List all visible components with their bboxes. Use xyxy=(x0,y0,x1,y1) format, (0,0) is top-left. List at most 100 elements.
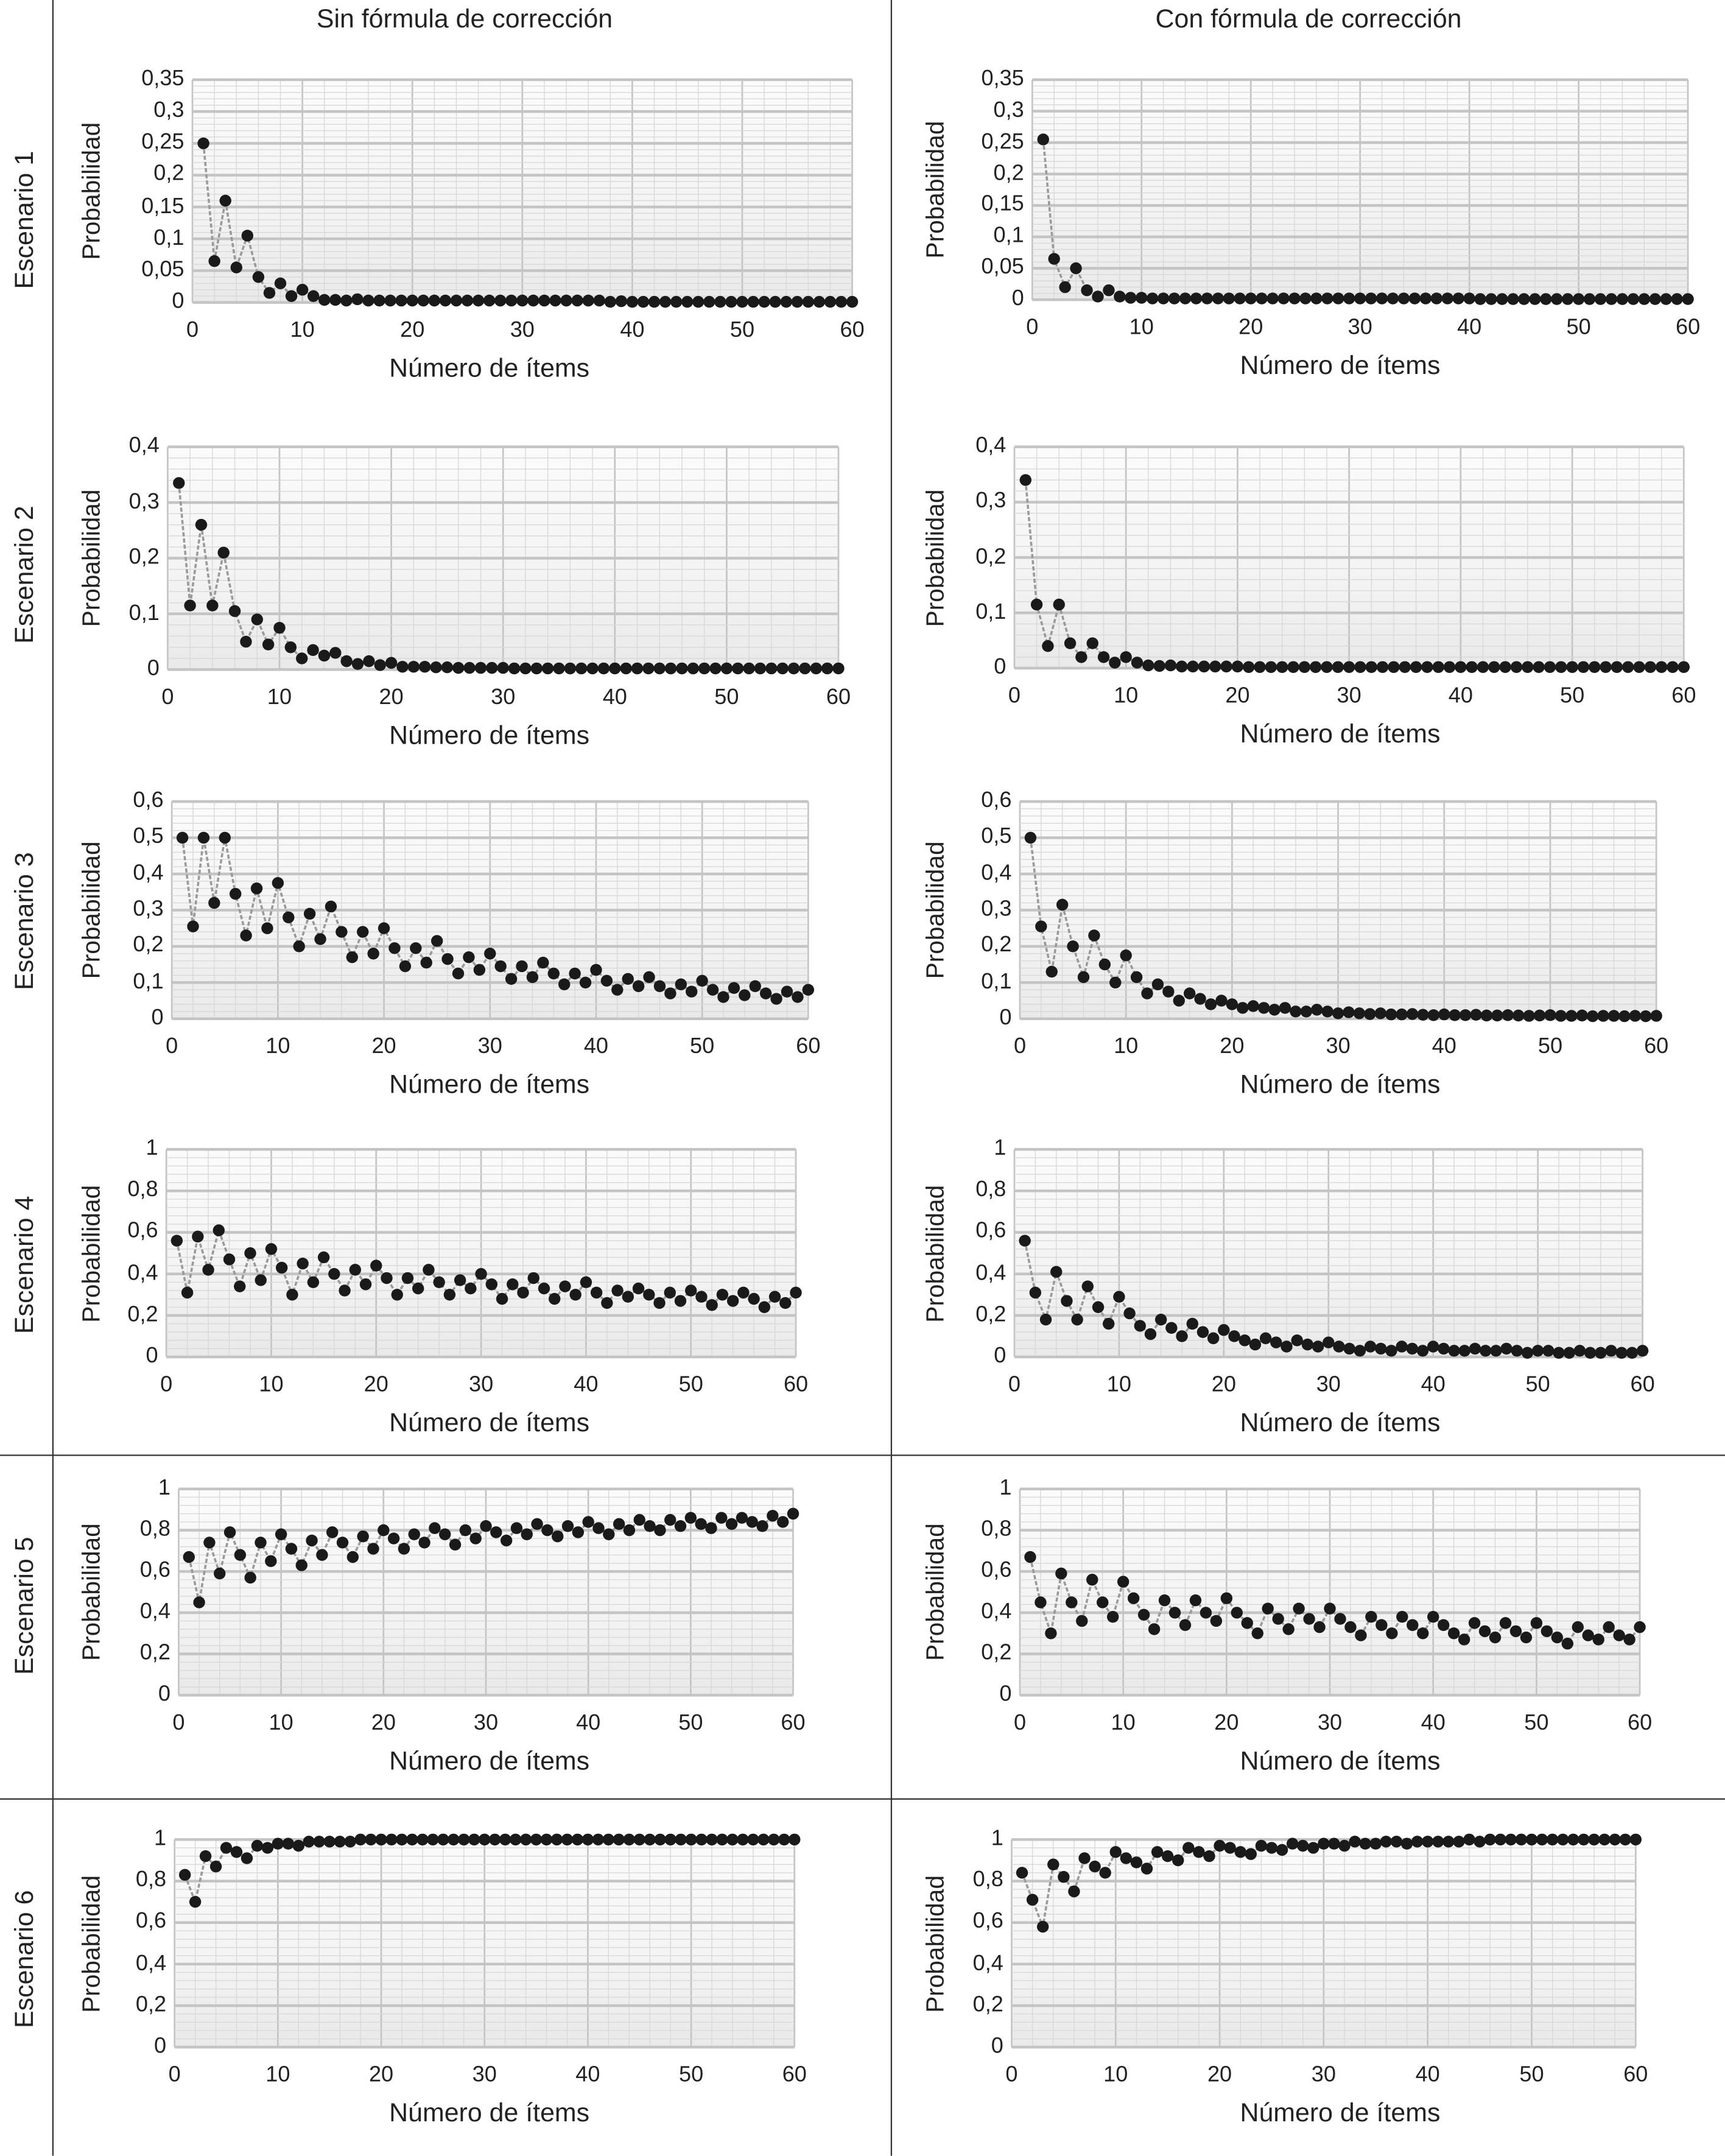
data-point-15 xyxy=(325,900,337,913)
x-tick-label: 50 xyxy=(1566,316,1591,340)
data-point-54 xyxy=(1586,1010,1599,1023)
data-point-36 xyxy=(1396,1008,1408,1021)
data-point-32 xyxy=(505,973,518,985)
y-tick-label: 0,1 xyxy=(128,601,160,625)
data-point-33 xyxy=(509,1833,522,1846)
data-point-36 xyxy=(1410,661,1422,673)
data-point-4 xyxy=(202,1264,214,1276)
data-point-44 xyxy=(1469,1342,1481,1355)
data-point-49 xyxy=(686,985,698,998)
data-point-52 xyxy=(706,1299,718,1311)
data-point-6 xyxy=(230,1846,243,1858)
data-point-1 xyxy=(173,477,185,489)
data-point-21 xyxy=(388,942,401,954)
data-point-37 xyxy=(593,294,605,307)
data-point-52 xyxy=(743,662,755,675)
x-tick-label: 50 xyxy=(1537,1035,1563,1059)
x-axis-label: Número de ítems xyxy=(1240,1747,1441,1777)
data-point-50 xyxy=(685,1284,697,1297)
data-point-18 xyxy=(354,1833,367,1846)
data-point-3 xyxy=(1036,1920,1049,1933)
y-tick-label: 0,25 xyxy=(981,130,1024,154)
y-tick-label: 0,6 xyxy=(133,789,164,813)
data-point-26 xyxy=(1298,661,1311,673)
data-point-18 xyxy=(1200,1607,1212,1619)
data-point-34 xyxy=(1374,1007,1386,1020)
data-point-34 xyxy=(560,294,572,307)
data-point-50 xyxy=(1566,661,1578,673)
data-point-23 xyxy=(439,294,452,307)
plot-area xyxy=(174,1833,801,2049)
data-point-51 xyxy=(706,984,719,996)
data-point-14 xyxy=(1164,659,1177,672)
data-point-57 xyxy=(1644,661,1657,673)
x-tick-label: 40 xyxy=(602,686,627,710)
data-point-41 xyxy=(600,974,613,987)
y-tick-label: 1 xyxy=(994,1136,1007,1161)
data-point-30 xyxy=(1323,1336,1335,1348)
data-point-57 xyxy=(1649,293,1661,305)
data-point-26 xyxy=(441,953,454,965)
data-point-25 xyxy=(1272,1613,1284,1625)
data-point-54 xyxy=(739,989,751,1001)
data-point-53 xyxy=(716,1289,729,1301)
y-tick-label: 0,2 xyxy=(135,1993,167,2017)
y-tick-label: 1 xyxy=(999,1476,1012,1500)
data-point-46 xyxy=(676,662,688,675)
data-point-9 xyxy=(1125,292,1137,304)
y-tick-label: 0,5 xyxy=(981,825,1012,849)
data-point-51 xyxy=(1536,1833,1548,1846)
data-point-38 xyxy=(1432,661,1444,673)
data-point-47 xyxy=(654,1833,666,1846)
data-point-12 xyxy=(292,1839,305,1852)
data-point-59 xyxy=(779,1297,792,1309)
x-tick-label: 20 xyxy=(1220,1035,1245,1059)
y-tick-label: 0,2 xyxy=(127,1303,158,1326)
data-point-36 xyxy=(538,1282,550,1295)
data-point-41 xyxy=(1437,1619,1450,1631)
data-point-33 xyxy=(1354,1345,1366,1357)
data-point-53 xyxy=(1561,1638,1574,1650)
data-point-28 xyxy=(458,1833,470,1846)
data-point-29 xyxy=(469,1532,482,1545)
data-point-37 xyxy=(1396,1610,1408,1623)
y-tick-label: 1 xyxy=(154,1827,167,1851)
data-point-46 xyxy=(653,980,666,992)
data-point-44 xyxy=(670,295,683,308)
y-tick-label: 0,6 xyxy=(135,1910,167,1934)
data-point-4 xyxy=(1055,1567,1067,1580)
data-point-41 xyxy=(1438,1342,1450,1355)
data-point-55 xyxy=(1621,661,1634,673)
data-point-57 xyxy=(1618,1010,1631,1023)
data-point-31 xyxy=(494,960,507,973)
x-tick-label: 0 xyxy=(172,1711,185,1735)
data-point-3 xyxy=(197,831,210,844)
x-tick-label: 60 xyxy=(781,1711,806,1735)
data-point-31 xyxy=(1365,292,1377,305)
data-point-59 xyxy=(1667,661,1679,673)
data-point-57 xyxy=(1598,1833,1611,1846)
data-point-58 xyxy=(824,295,837,308)
x-tick-label: 30 xyxy=(1326,1035,1351,1059)
x-tick-label: 10 xyxy=(1114,1035,1139,1059)
data-point-32 xyxy=(538,294,550,307)
data-point-28 xyxy=(459,1524,472,1537)
data-point-57 xyxy=(757,1833,770,1846)
data-point-34 xyxy=(1359,1837,1371,1850)
y-tick-label: 0,4 xyxy=(139,1600,170,1624)
data-point-54 xyxy=(1567,1833,1579,1846)
data-point-23 xyxy=(1245,1848,1257,1860)
data-point-1 xyxy=(176,831,189,844)
data-point-19 xyxy=(359,1278,372,1291)
y-tick-label: 0,4 xyxy=(975,434,1007,458)
data-point-39 xyxy=(1443,661,1456,673)
x-tick-label: 30 xyxy=(473,1711,499,1735)
data-point-17 xyxy=(344,1836,356,1848)
data-point-15 xyxy=(323,1836,336,1848)
data-point-20 xyxy=(1220,1592,1233,1604)
data-point-58 xyxy=(1615,1347,1628,1359)
data-point-60 xyxy=(789,1833,801,1846)
data-point-42 xyxy=(611,984,624,996)
y-axis-label: Probabilidad xyxy=(77,1184,105,1322)
data-point-60 xyxy=(1678,661,1690,673)
